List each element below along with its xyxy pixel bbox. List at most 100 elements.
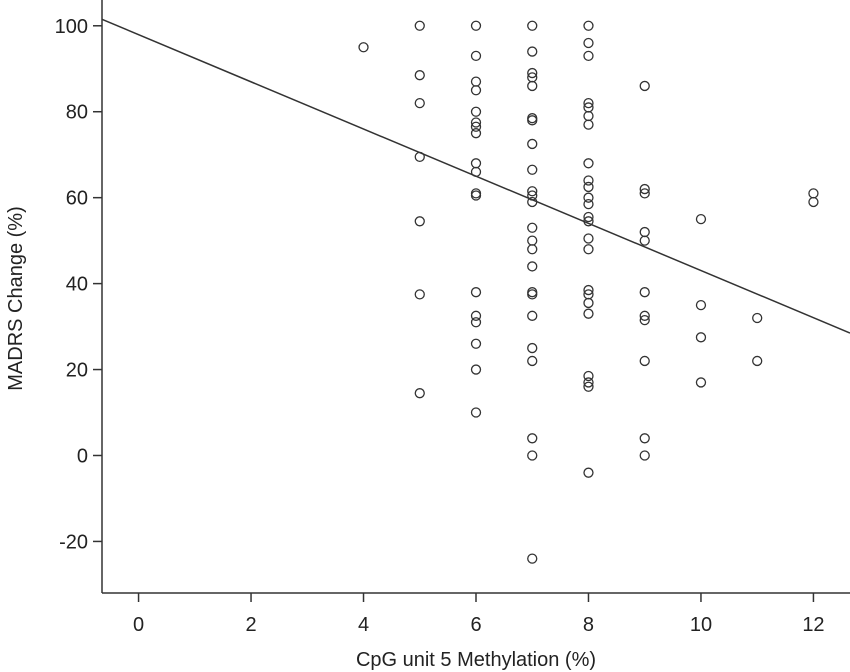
data-point [583, 119, 594, 130]
data-point [527, 235, 538, 246]
data-point [414, 20, 425, 31]
x-axis-ticks: 0 2 4 6 8 10 12 [133, 593, 825, 636]
data-point [583, 181, 594, 193]
data-point [527, 261, 538, 272]
data-point [470, 50, 482, 62]
data-point [527, 289, 538, 300]
data-point [470, 310, 482, 321]
y-tick-label: 40 [66, 274, 88, 296]
data-point [639, 433, 650, 444]
x-tick-label: 4 [358, 614, 369, 636]
data-point [414, 70, 425, 81]
data-point [470, 364, 482, 375]
data-point [527, 244, 538, 255]
data-point [583, 297, 594, 309]
data-point [414, 388, 425, 399]
data-point [470, 121, 482, 132]
data-point [583, 381, 594, 392]
data-point [639, 310, 650, 321]
data-point [639, 355, 650, 367]
y-axis-ticks: -20 0 20 40 60 80 100 [55, 16, 102, 553]
data-point [527, 287, 538, 298]
data-points [358, 20, 819, 564]
x-tick-label: 6 [470, 614, 481, 636]
y-tick-label: -20 [59, 531, 88, 553]
x-tick-label: 0 [133, 614, 144, 636]
data-point [583, 20, 594, 31]
y-tick-label: 20 [66, 360, 88, 382]
data-point [752, 312, 763, 324]
data-point [470, 20, 482, 31]
data-point [527, 164, 538, 175]
data-point [527, 433, 538, 444]
data-point [583, 50, 594, 62]
data-point [583, 192, 594, 203]
data-point [527, 222, 538, 233]
data-point [583, 284, 594, 296]
data-point [583, 467, 594, 478]
data-point [695, 214, 707, 225]
data-point [639, 314, 650, 326]
data-point [470, 338, 482, 349]
data-point [470, 76, 482, 87]
data-point [639, 188, 650, 199]
y-tick-label: 0 [77, 445, 88, 467]
data-point [527, 310, 538, 321]
data-point [639, 183, 650, 195]
data-point [583, 233, 594, 244]
data-point [583, 211, 594, 223]
data-point [470, 188, 482, 199]
data-point [470, 85, 482, 96]
data-point [527, 113, 538, 124]
data-point [639, 80, 650, 92]
data-point [527, 450, 538, 461]
data-point [639, 287, 650, 298]
data-point [639, 226, 650, 238]
data-point [414, 97, 425, 109]
regression-line [101, 18, 850, 334]
data-point [639, 235, 650, 246]
x-tick-label: 12 [802, 614, 824, 636]
data-point [583, 198, 594, 210]
y-tick-label: 100 [55, 16, 88, 38]
data-point [695, 332, 707, 343]
data-point [695, 299, 707, 311]
data-point [470, 407, 482, 418]
data-point [583, 175, 594, 186]
data-point [414, 289, 425, 300]
data-point [470, 117, 482, 128]
data-point [583, 370, 594, 382]
data-point [527, 138, 538, 150]
data-point [527, 80, 538, 92]
y-tick-label: 60 [66, 188, 88, 210]
data-point [527, 342, 538, 354]
data-point [808, 188, 819, 199]
data-point [470, 158, 482, 169]
data-point [358, 42, 369, 53]
data-point [583, 244, 594, 255]
x-tick-label: 2 [245, 614, 256, 636]
x-axis-title: CpG unit 5 Methylation (%) [356, 649, 596, 671]
data-point [527, 355, 538, 367]
data-point [527, 67, 538, 79]
data-point [583, 110, 594, 122]
x-tick-label: 8 [583, 614, 594, 636]
data-point [583, 97, 594, 109]
data-point [695, 377, 707, 388]
y-tick-label: 80 [66, 102, 88, 124]
data-point [527, 46, 538, 57]
x-tick-label: 10 [690, 614, 712, 636]
data-point [583, 377, 594, 388]
data-point [527, 186, 538, 197]
data-point [527, 553, 538, 564]
data-point [527, 20, 538, 31]
data-point [414, 216, 425, 227]
data-point [583, 308, 594, 319]
data-point [527, 115, 538, 126]
data-point [639, 450, 650, 461]
data-point [583, 158, 594, 169]
data-point [470, 317, 482, 328]
data-point [752, 355, 763, 367]
y-axis-title: MADRS Change (%) [5, 206, 27, 391]
